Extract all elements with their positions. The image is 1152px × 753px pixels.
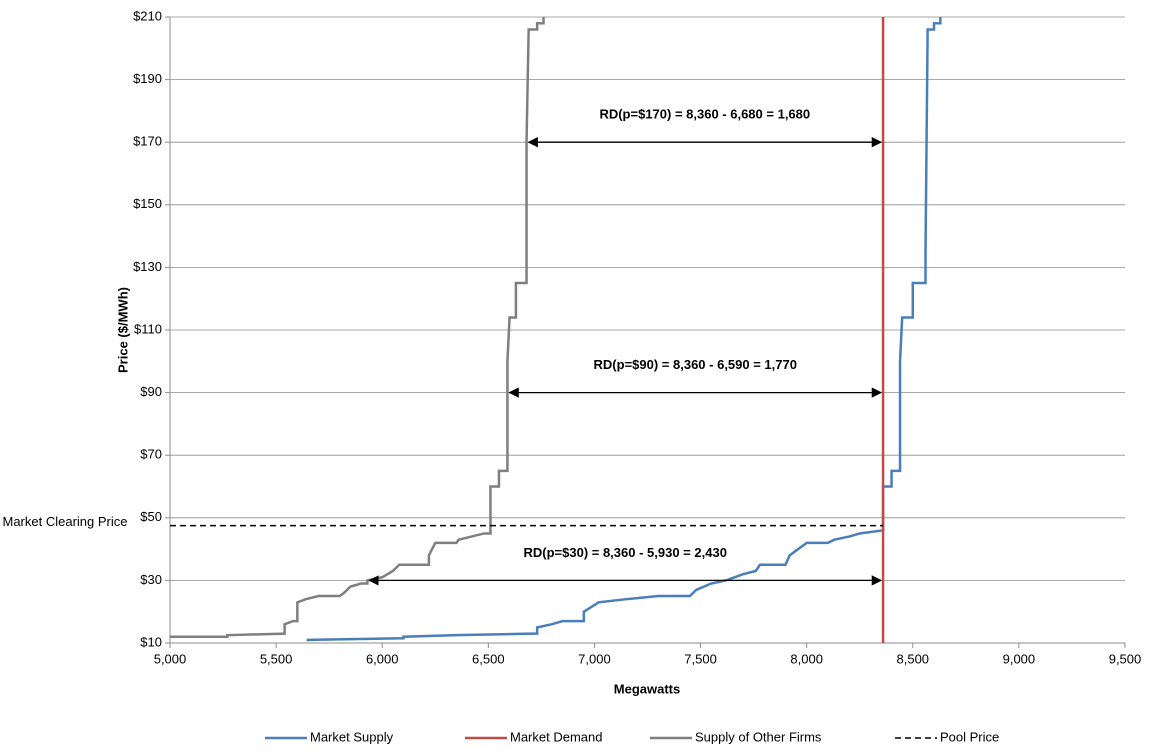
legend-label: Market Demand <box>510 729 602 744</box>
annotation-text: RD(p=$170) = 8,360 - 6,680 = 1,680 <box>599 107 810 122</box>
y-tick-label: $90 <box>140 384 162 399</box>
y-tick-label: $190 <box>133 71 162 86</box>
annotation-text: RD(p=$30) = 8,360 - 5,930 = 2,430 <box>523 545 726 560</box>
annotation-text: RD(p=$90) = 8,360 - 6,590 = 1,770 <box>594 357 797 372</box>
y-tick-label: $170 <box>133 134 162 149</box>
x-tick-label: 5,000 <box>154 651 187 666</box>
y-tick-label: $130 <box>133 259 162 274</box>
y-tick-label: $10 <box>140 634 162 649</box>
legend-label: Supply of Other Firms <box>695 729 822 744</box>
market-clearing-label: Market Clearing Price <box>2 514 128 529</box>
series-line <box>170 17 545 638</box>
x-tick-label: 7,500 <box>684 651 717 666</box>
x-tick-label: 7,000 <box>578 651 611 666</box>
legend-label: Market Supply <box>310 729 394 744</box>
x-tick-label: 8,500 <box>897 651 930 666</box>
x-tick-label: 5,500 <box>260 651 293 666</box>
series-line <box>306 17 942 642</box>
y-tick-label: $210 <box>133 8 162 23</box>
x-tick-label: 9,000 <box>1003 651 1036 666</box>
y-tick-label: $30 <box>140 572 162 587</box>
y-tick-label: $50 <box>140 509 162 524</box>
x-axis-title: Megawatts <box>614 681 680 696</box>
y-tick-label: $70 <box>140 447 162 462</box>
x-tick-label: 6,000 <box>366 651 399 666</box>
y-tick-label: $110 <box>134 321 162 336</box>
y-tick-label: $150 <box>133 196 162 211</box>
legend-label: Pool Price <box>940 729 999 744</box>
x-tick-label: 9,500 <box>1109 651 1142 666</box>
y-axis-title: Price ($/MWh) <box>115 287 130 373</box>
x-tick-label: 6,500 <box>472 651 505 666</box>
x-tick-label: 8,000 <box>790 651 823 666</box>
